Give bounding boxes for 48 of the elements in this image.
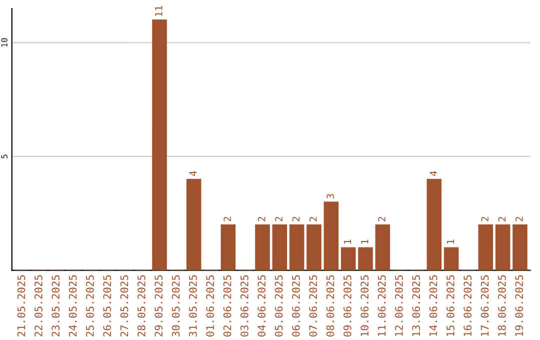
x-tick-label: 28.05.2025: [138, 275, 146, 336]
x-tick-label: 13.06.2025: [412, 275, 420, 336]
x-tick-label: 14.06.2025: [429, 275, 438, 336]
x-tick-label: 06.06.2025: [292, 275, 300, 336]
data-label: 2: [515, 216, 523, 222]
x-tick-label: 08.06.2025: [326, 275, 334, 336]
x-tick-label: 12.06.2025: [394, 275, 403, 336]
x-tick-label: 01.06.2025: [206, 275, 214, 336]
x-tick-label: 16.06.2025: [464, 275, 472, 336]
x-tick-label: 03.06.2025: [240, 275, 248, 336]
data-label: 4: [189, 171, 197, 176]
data-label: 2: [481, 216, 488, 222]
x-tick-label: 02.06.2025: [223, 275, 232, 336]
x-tick-label: 27.05.2025: [120, 275, 128, 336]
data-label: 2: [224, 216, 231, 222]
data-label: 2: [378, 216, 386, 222]
data-label: 4: [430, 171, 437, 176]
x-tick-label: 04.06.2025: [258, 275, 266, 336]
data-label: 1: [344, 240, 352, 244]
data-label: 2: [258, 216, 266, 222]
x-tick-label: 05.06.2025: [274, 275, 283, 336]
x-tick-label: 10.06.2025: [360, 275, 369, 336]
y-tick-label: 10: [1, 38, 8, 47]
x-tick-label: 24.05.2025: [68, 275, 77, 336]
data-label: 2: [275, 216, 282, 222]
x-tick-label: 23.05.2025: [52, 275, 60, 336]
x-tick-label: 21.05.2025: [17, 275, 26, 336]
data-label: 1: [446, 240, 454, 244]
x-tick-label: 22.05.2025: [34, 275, 42, 336]
x-tick-label: 09.06.2025: [343, 275, 352, 336]
x-tick-label: 15.06.2025: [446, 275, 454, 336]
data-label: 2: [309, 216, 317, 222]
data-label: 2: [292, 216, 300, 222]
x-tick-label: 19.06.2025: [515, 275, 524, 336]
x-tick-label: 11.06.2025: [378, 275, 386, 336]
x-tick-label: 17.06.2025: [480, 275, 489, 336]
x-tick-label: 07.06.2025: [309, 275, 318, 336]
x-tick-label: 30.05.2025: [172, 275, 180, 336]
data-label: 3: [326, 194, 334, 199]
x-tick-label: 25.05.2025: [86, 275, 94, 336]
data-label: 1: [361, 240, 368, 244]
x-tick-label: 29.05.2025: [154, 275, 163, 336]
x-tick-label: 31.05.2025: [189, 275, 197, 336]
data-label: 11: [155, 6, 162, 16]
x-tick-label: 18.06.2025: [498, 275, 506, 336]
y-tick-label: 5: [1, 154, 8, 158]
data-label: 2: [498, 216, 506, 222]
x-tick-label: 26.05.2025: [103, 275, 112, 336]
